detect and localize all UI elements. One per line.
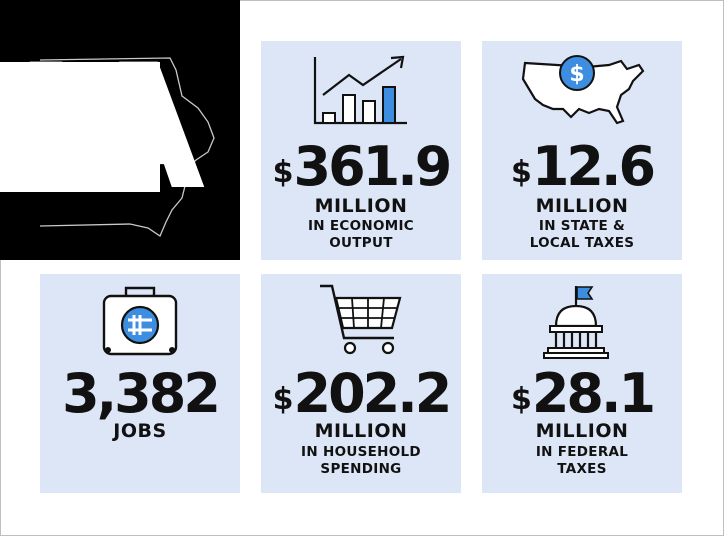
growth-chart-icon: [261, 53, 461, 129]
state-local-taxes-description: IN STATE & LOCAL TAXES: [529, 218, 635, 251]
federal-taxes-description: IN FEDERAL TAXES: [535, 444, 629, 477]
economic-output-description: IN ECONOMIC OUTPUT: [307, 218, 415, 251]
state-local-taxes-value: $12.6: [510, 135, 656, 198]
federal-taxes-value: $28.1: [510, 362, 656, 425]
household-spending-description: IN HOUSEHOLD SPENDING: [301, 444, 421, 477]
economic-output-value: $361.9: [272, 135, 453, 198]
svg-text:$: $: [569, 62, 584, 87]
state-local-taxes-unit: MILLION: [535, 195, 629, 217]
economic-output-card: $361.9 MILLION IN ECONOMIC OUTPUT: [261, 41, 461, 260]
federal-taxes-card: $28.1 MILLION IN FEDERAL TAXES: [482, 274, 682, 493]
capitol-building-icon: [482, 282, 682, 360]
medical-kit-icon: [40, 284, 240, 360]
state-local-taxes-card: $ $12.6 MILLION IN STATE & LOCAL TAXES: [482, 41, 682, 260]
usa-map-dollar-icon: $: [482, 51, 682, 127]
state-abbreviation: IA: [14, 27, 205, 228]
jobs-card: 3,382 JOBS: [40, 274, 240, 493]
state-label-bar: [0, 62, 160, 192]
shopping-cart-icon: [261, 282, 461, 358]
federal-taxes-unit: MILLION: [535, 420, 629, 442]
economic-output-unit: MILLION: [314, 195, 408, 217]
household-spending-card: $202.2 MILLION IN HOUSEHOLD SPENDING: [261, 274, 461, 493]
household-spending-value: $202.2: [272, 362, 453, 425]
jobs-unit: JOBS: [113, 420, 167, 442]
state-outline-icon: [39, 57, 215, 237]
household-spending-unit: MILLION: [314, 420, 408, 442]
state-panel: IA: [0, 0, 240, 260]
jobs-value: 3,382: [62, 362, 221, 425]
